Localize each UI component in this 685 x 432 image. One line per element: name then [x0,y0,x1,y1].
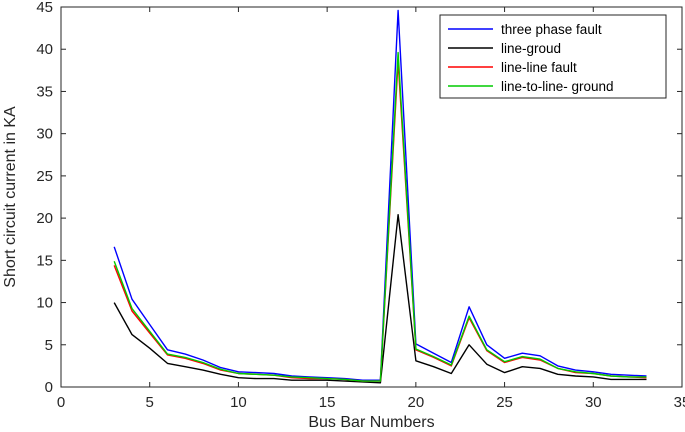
y-tick-label: 10 [36,295,53,312]
y-axis-title: Short circuit current in KA [2,106,19,288]
y-tick-label: 0 [45,379,53,396]
legend-label: three phase fault [501,22,602,37]
x-tick-label: 15 [319,394,336,411]
y-tick-label: 40 [36,41,53,58]
y-tick-label: 30 [36,126,53,143]
x-tick-label: 0 [57,394,65,411]
legend-label: line-line fault [501,60,577,75]
x-tick-label: 30 [585,394,602,411]
legend-label: line-to-line- ground [501,79,614,94]
x-tick-label: 25 [496,394,513,411]
x-tick-label: 5 [146,394,154,411]
y-tick-label: 35 [36,83,53,100]
y-tick-label: 25 [36,168,53,185]
y-tick-label: 20 [36,210,53,227]
x-axis-ticks: 0 5 10 15 20 25 30 35 [57,7,685,411]
x-tick-label: 10 [230,394,247,411]
series-lines [113,9,647,384]
series-line-3 [113,51,647,382]
y-axis-ticks: 0 5 10 15 20 25 30 35 40 45 [36,0,682,396]
y-tick-label: 5 [45,337,53,354]
x-tick-label: 20 [408,394,425,411]
x-axis-title: Bus Bar Numbers [308,414,434,431]
series-line-1 [113,213,647,384]
x-tick-label: 35 [674,394,685,411]
legend-label: line-groud [501,41,561,56]
legend: three phase fault line-groud line-line fau… [439,14,667,99]
y-tick-label: 45 [36,0,53,16]
y-tick-label: 15 [36,252,53,269]
